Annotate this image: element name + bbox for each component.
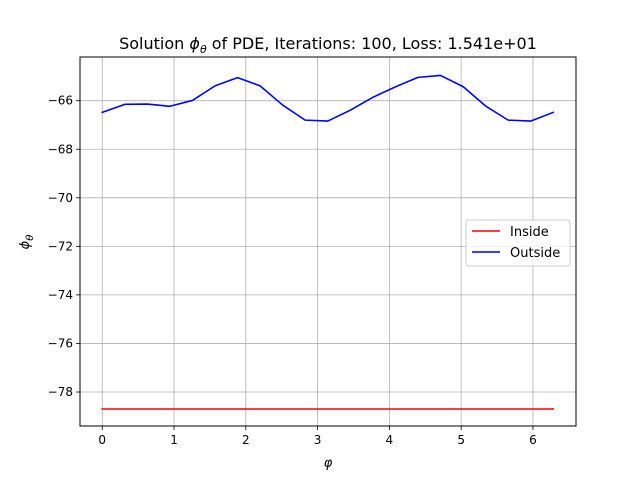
x-tick-label: 6 [529, 433, 537, 447]
x-tick-label: 5 [457, 433, 465, 447]
chart-title-prefix: Solution [119, 34, 189, 53]
chart-title-symbol: ϕ [189, 34, 200, 53]
chart-title-symbol-sub: θ [200, 43, 207, 56]
series-line-outside [101, 74, 555, 122]
y-axis-label: ϕθ [18, 235, 36, 250]
x-tick-label: 2 [242, 433, 250, 447]
x-axis: 0 1 2 3 4 5 6 [98, 426, 537, 447]
legend-label-outside: Outside [510, 246, 560, 261]
y-tick-label: −66 [48, 94, 73, 108]
y-tick-label: −76 [48, 336, 73, 350]
series-layer [101, 74, 555, 410]
x-tick-label: 1 [170, 433, 178, 447]
legend-label-inside: Inside [510, 225, 549, 240]
y-axis: −78 −76 −74 −72 −70 −68 −66 [48, 94, 80, 399]
grid [80, 57, 576, 426]
y-axis-label-symbol: ϕ [18, 240, 33, 249]
plot-frame [79, 56, 577, 427]
x-tick-label: 3 [314, 433, 322, 447]
y-axis-label-sub: θ [25, 235, 36, 241]
x-tick-label: 4 [386, 433, 394, 447]
legend: Inside Outside [465, 219, 571, 267]
x-tick-label: 0 [98, 433, 106, 447]
x-axis-label: φ [324, 456, 333, 471]
chart-title: Solution ϕθ of PDE, Iterations: 100, Los… [119, 34, 537, 56]
y-tick-label: −70 [48, 191, 73, 205]
y-tick-label: −72 [48, 239, 73, 253]
y-tick-label: −74 [48, 288, 73, 302]
y-tick-label: −78 [48, 385, 73, 399]
chart-title-suffix: of PDE, Iterations: 100, Loss: 1.541e+01 [207, 34, 537, 53]
y-tick-label: −68 [48, 142, 73, 156]
